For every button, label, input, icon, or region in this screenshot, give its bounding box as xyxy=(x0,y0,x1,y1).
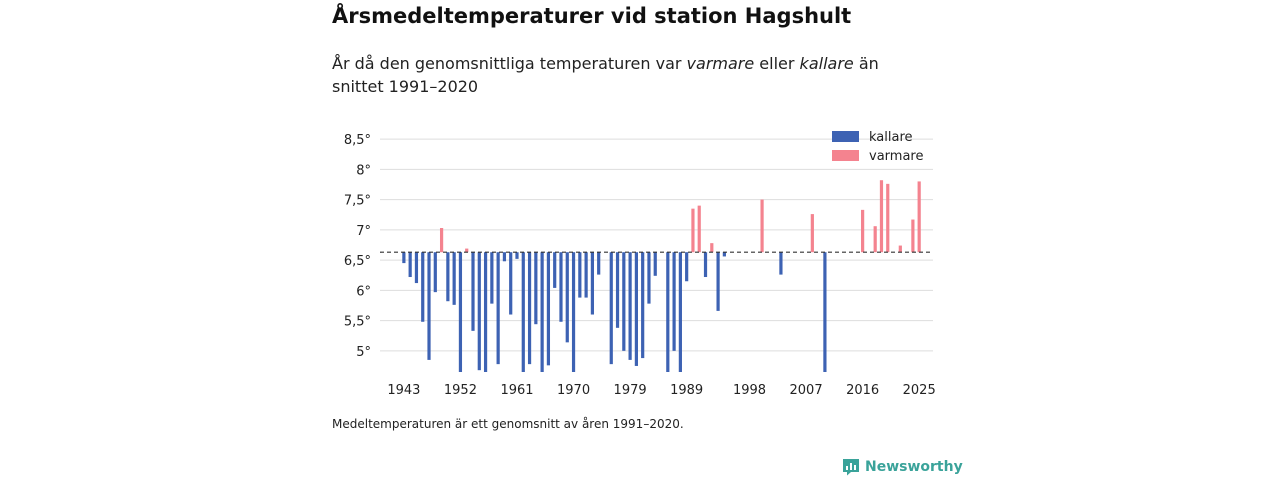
y-tick-label: 7° xyxy=(356,224,371,239)
x-tick-label: 1979 xyxy=(614,383,647,398)
bar-2016 xyxy=(861,209,865,253)
bar-2020 xyxy=(886,183,890,253)
bar-1977 xyxy=(615,252,620,328)
bar-1993 xyxy=(716,252,720,311)
legend-label-kallare: kallare xyxy=(869,130,913,145)
x-tick-label: 1998 xyxy=(733,383,766,398)
bar-1992 xyxy=(710,243,714,253)
y-tick-label: 5,5° xyxy=(344,315,371,330)
y-tick-label: 8,5° xyxy=(344,133,371,148)
x-tick-label: 1961 xyxy=(500,383,533,398)
bar-1953 xyxy=(465,248,469,253)
bar-1947 xyxy=(427,252,431,360)
bar-1980 xyxy=(634,252,638,366)
bar-1974 xyxy=(597,252,601,275)
bar-1957 xyxy=(490,252,494,304)
bar-1968 xyxy=(559,252,563,322)
bar-1970 xyxy=(571,252,576,372)
bar-2025 xyxy=(917,181,921,253)
legend-label-varmare: varmare xyxy=(869,149,923,164)
bar-1955 xyxy=(477,252,481,371)
bar-1952 xyxy=(458,252,463,372)
bar-1950 xyxy=(446,252,450,302)
bar-1965 xyxy=(540,252,544,372)
bar-1976 xyxy=(609,252,613,365)
bar-1985 xyxy=(666,252,670,372)
bar-1969 xyxy=(565,252,569,343)
chart-title: Årsmedeltemperaturer vid station Hagshul… xyxy=(332,4,852,28)
subtitle-part2: eller xyxy=(754,54,800,73)
x-tick-label: 1970 xyxy=(557,383,590,398)
bar-1989 xyxy=(691,208,695,253)
subtitle-part3: än snittet 1991–2020 xyxy=(332,54,879,96)
x-tick-label: 2025 xyxy=(903,383,936,398)
bar-1958 xyxy=(496,252,500,365)
bar-1990 xyxy=(697,205,701,253)
bar-1982 xyxy=(647,252,651,304)
bar-1951 xyxy=(452,252,456,305)
y-tick-label: 6° xyxy=(356,284,371,299)
bar-2010 xyxy=(823,252,827,372)
bar-1978 xyxy=(622,252,626,351)
bar-1956 xyxy=(483,252,488,372)
bar-2019 xyxy=(879,180,884,253)
bar-1945 xyxy=(414,252,419,284)
bar-2000 xyxy=(760,199,764,253)
bar-1960 xyxy=(509,252,513,315)
x-tick-label: 2007 xyxy=(790,383,823,398)
bar-1972 xyxy=(584,252,588,298)
subtitle-warm-word: varmare xyxy=(686,54,755,73)
bar-1986 xyxy=(672,252,676,351)
bar-1944 xyxy=(408,252,412,278)
bar-1987 xyxy=(678,252,682,372)
y-tick-label: 6,5° xyxy=(344,254,371,269)
bar-1979 xyxy=(628,252,632,360)
bar-1954 xyxy=(471,252,475,331)
bar-1971 xyxy=(578,252,582,298)
bar-1994 xyxy=(722,252,726,257)
legend-swatch-kallare xyxy=(832,131,859,142)
subtitle-part1: År då den genomsnittliga temperaturen va… xyxy=(332,54,687,73)
x-tick-label: 1989 xyxy=(670,383,703,398)
bar-1962 xyxy=(521,252,525,372)
bar-1961 xyxy=(515,252,519,259)
brand-name: Newsworthy xyxy=(865,459,963,475)
bar-2022 xyxy=(898,245,902,253)
y-tick-label: 5° xyxy=(356,345,371,360)
x-tick-label: 1943 xyxy=(387,383,420,398)
bar-2008 xyxy=(810,214,814,253)
bar-1966 xyxy=(546,252,551,366)
bar-1988 xyxy=(685,252,689,282)
bar-1967 xyxy=(553,252,557,288)
legend-swatch-varmare xyxy=(832,150,859,161)
bar-1949 xyxy=(439,228,444,253)
newsworthy-chart-icon xyxy=(843,459,859,476)
newsworthy-logo[interactable]: Newsworthy xyxy=(842,458,963,476)
y-tick-label: 7,5° xyxy=(344,194,371,209)
subtitle-cold-word: kallare xyxy=(799,54,854,73)
bar-2003 xyxy=(779,252,783,275)
bar-1991 xyxy=(703,252,708,278)
y-tick-label: 8° xyxy=(356,163,371,178)
bar-1983 xyxy=(653,252,657,276)
chart-subtitle: År då den genomsnittliga temperaturen va… xyxy=(332,52,932,98)
bar-1948 xyxy=(433,252,437,293)
x-tick-label: 2016 xyxy=(846,383,879,398)
x-tick-label: 1952 xyxy=(444,383,477,398)
bar-1959 xyxy=(502,252,507,262)
footnote: Medeltemperaturen är ett genomsnitt av å… xyxy=(332,417,684,431)
bar-1964 xyxy=(534,252,538,325)
bar-1946 xyxy=(421,252,425,322)
bar-1981 xyxy=(641,252,645,359)
bar-2018 xyxy=(873,226,877,253)
bar-1943 xyxy=(402,252,406,264)
bar-2024 xyxy=(911,219,915,253)
bar-1963 xyxy=(527,252,532,365)
bar-1973 xyxy=(590,252,595,315)
